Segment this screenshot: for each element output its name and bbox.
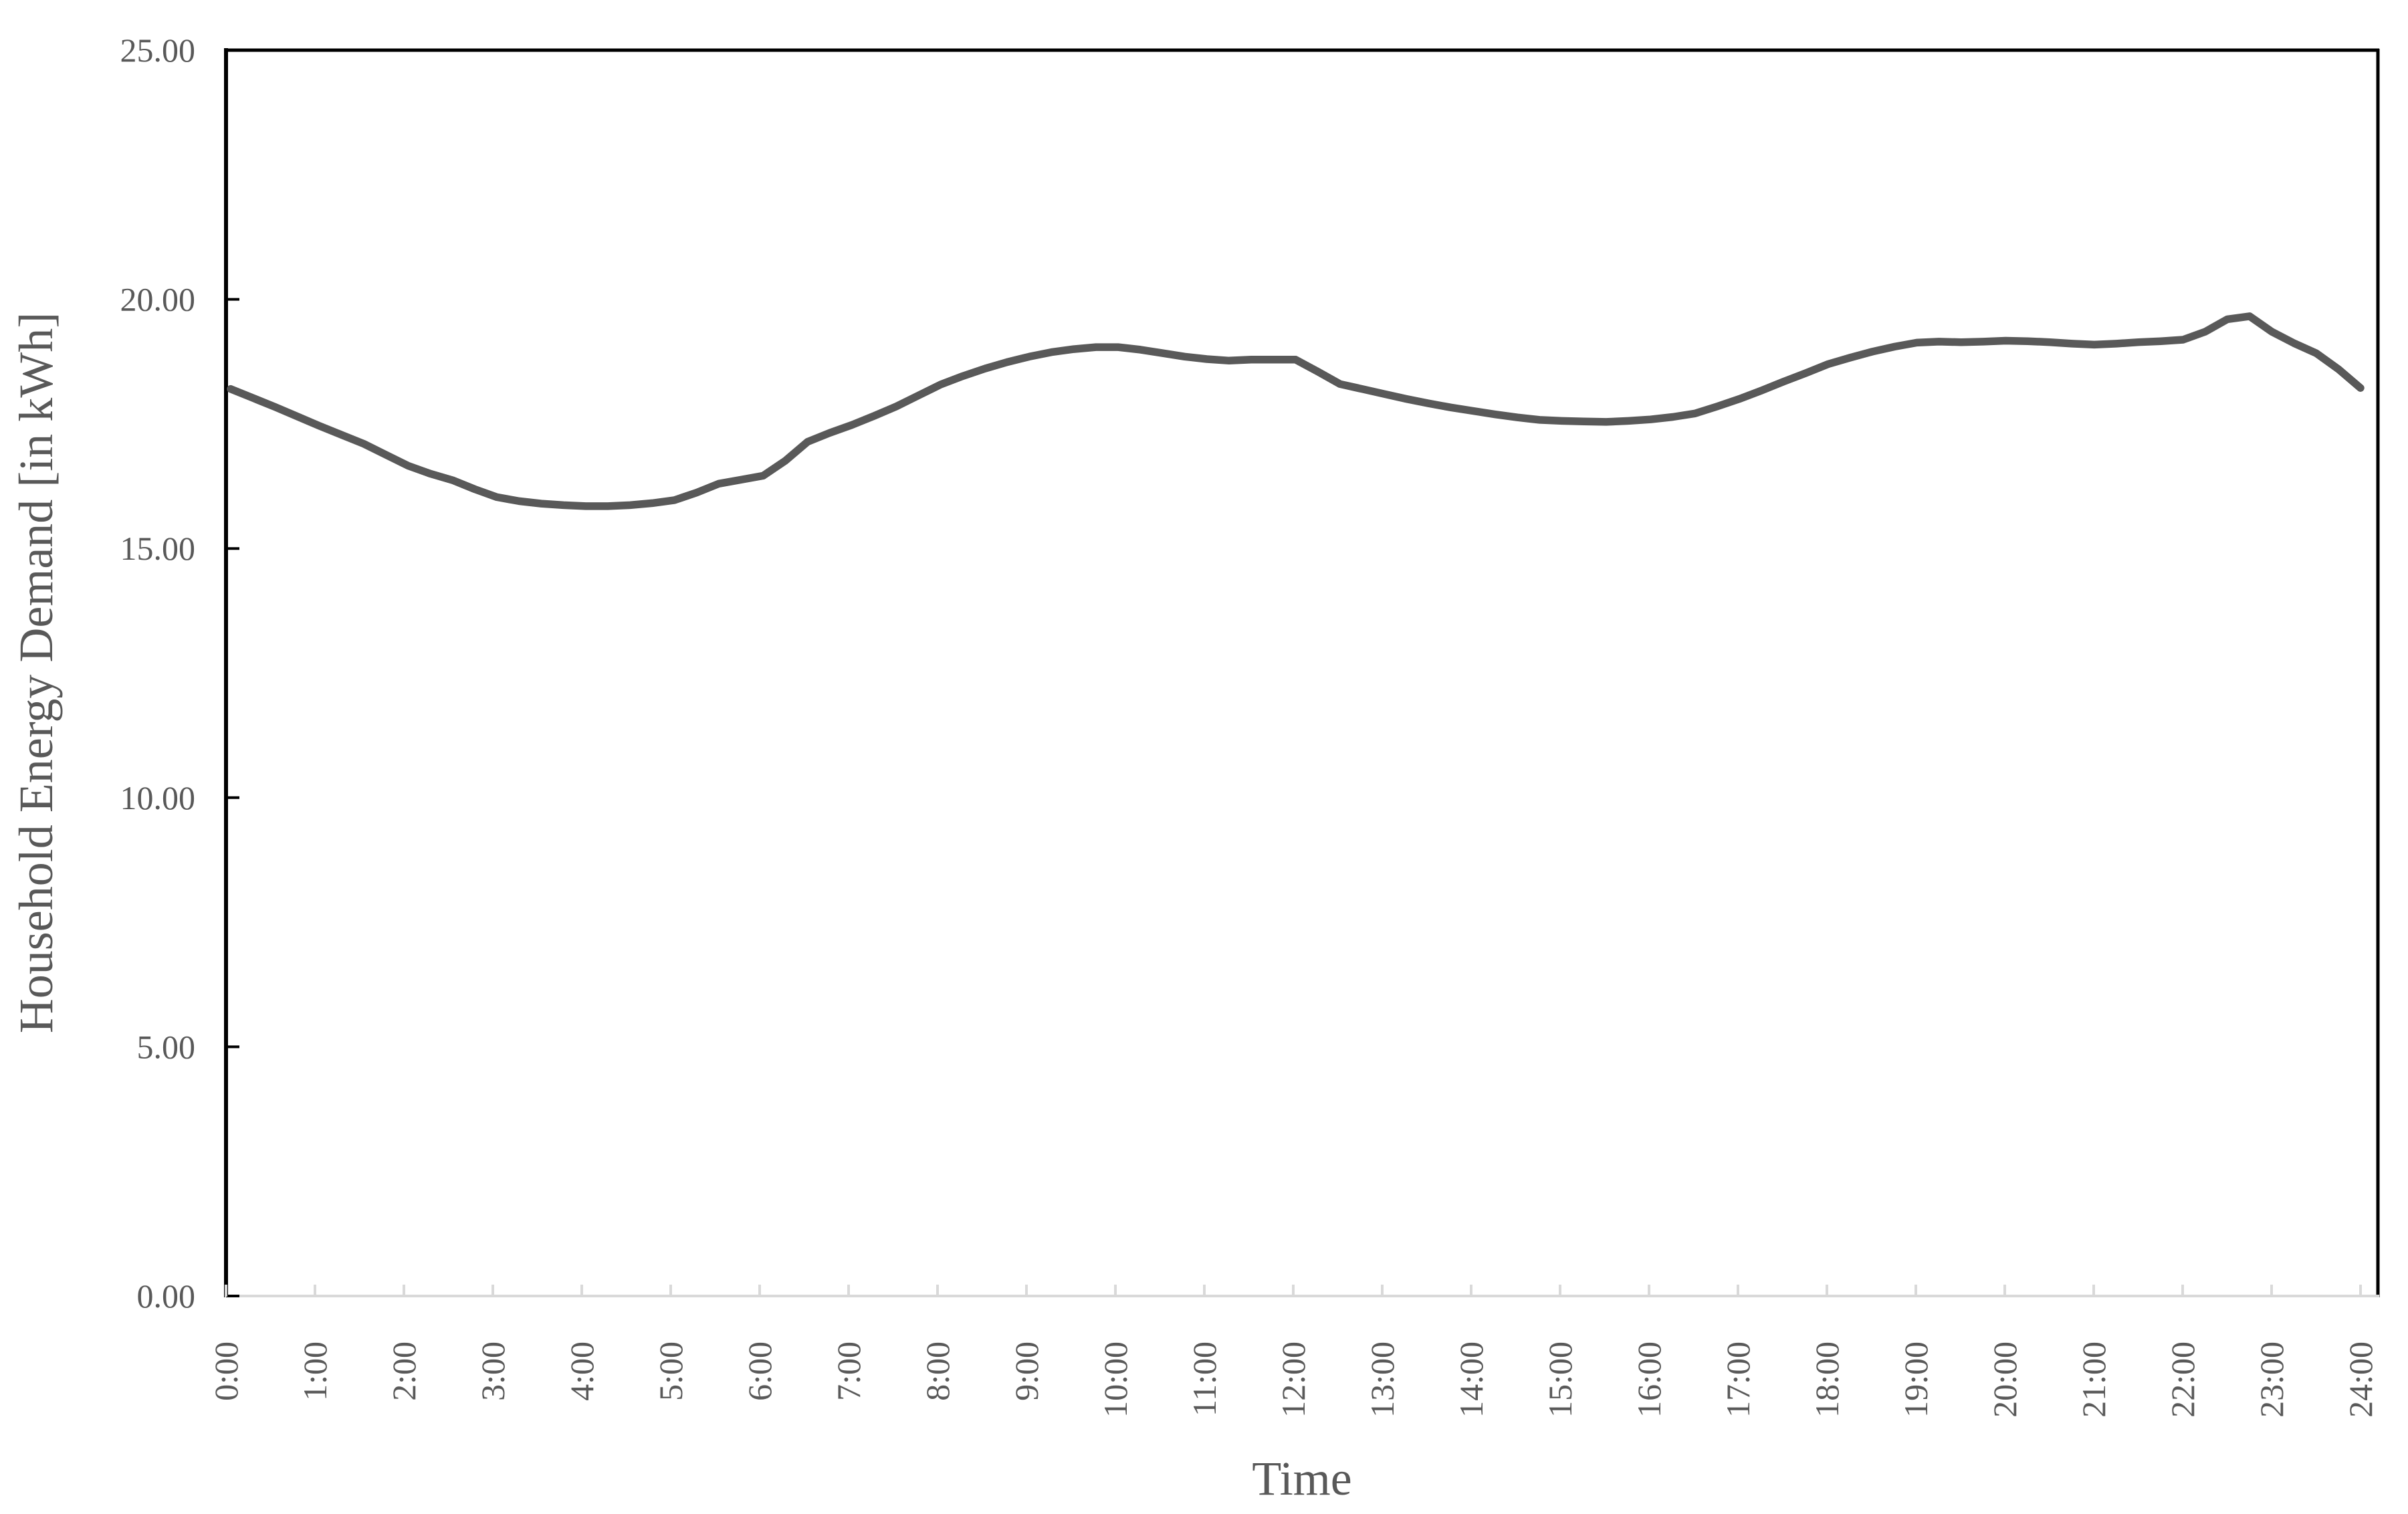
demand-series-line: [227, 312, 2365, 510]
x-tick-label: 1:00: [296, 1341, 334, 1401]
x-tick-label: 7:00: [830, 1341, 867, 1401]
y-tick-label: 5.00: [137, 1028, 196, 1065]
x-tick-label: 8:00: [919, 1341, 956, 1401]
y-tick-label: 25.00: [120, 31, 196, 69]
x-tick-label: 16:00: [1630, 1341, 1668, 1418]
x-tick-label: 14:00: [1452, 1341, 1490, 1418]
y-axis-title: Household Energy Demand [in kWh]: [9, 312, 63, 1033]
x-tick-label: 6:00: [741, 1341, 778, 1401]
y-tick-label: 20.00: [120, 281, 196, 318]
x-tick-label: 18:00: [1808, 1341, 1846, 1418]
x-tick-label: 20:00: [1986, 1341, 2023, 1418]
x-tick-label: 4:00: [563, 1341, 600, 1401]
x-axis-title: Time: [1252, 1452, 1351, 1505]
x-tick-label: 2:00: [385, 1341, 423, 1401]
x-tick-label: 11:00: [1186, 1341, 1223, 1416]
x-tick-label: 9:00: [1008, 1341, 1045, 1401]
x-tick-label: 3:00: [474, 1341, 512, 1401]
x-tick-label: 19:00: [1897, 1341, 1935, 1418]
x-tick-label: 24:00: [2342, 1341, 2379, 1418]
x-tick-label: 22:00: [2164, 1341, 2201, 1418]
y-tick-label: 15.00: [120, 530, 196, 567]
x-tick-label: 17:00: [1719, 1341, 1757, 1418]
x-tick-label: 0:00: [207, 1341, 245, 1401]
x-tick-label: 23:00: [2253, 1341, 2290, 1418]
x-tick-label: 12:00: [1275, 1341, 1312, 1418]
y-tick-label: 10.00: [120, 779, 196, 817]
x-tick-label: 5:00: [652, 1341, 689, 1401]
x-tick-label: 21:00: [2075, 1341, 2112, 1418]
x-tick-label: 13:00: [1363, 1341, 1401, 1418]
x-tick-label: 10:00: [1097, 1341, 1134, 1418]
x-tick-label: 15:00: [1541, 1341, 1579, 1418]
plot-area: 0.00 5.00 10.00 15.00 20.00 25.00 0:00 1:00 2:00…: [120, 31, 2380, 1418]
y-tick-label: 0.00: [137, 1277, 196, 1315]
